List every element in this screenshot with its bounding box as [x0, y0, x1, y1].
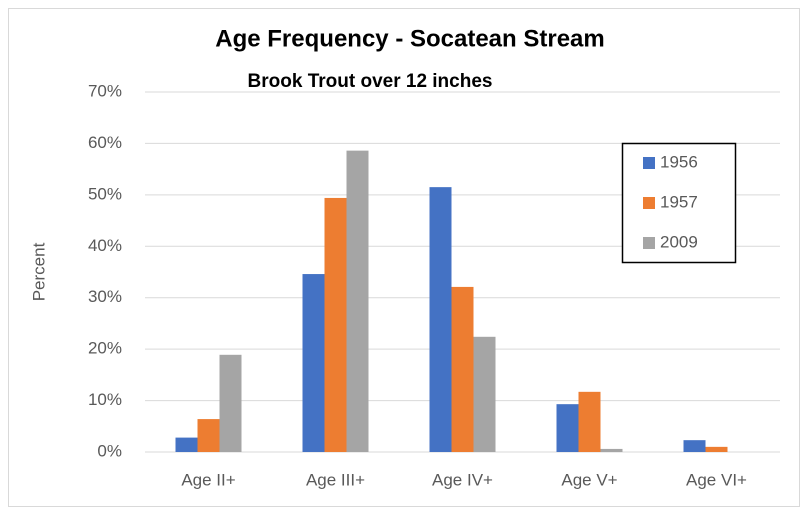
y-tick-label: 40% — [88, 236, 122, 255]
y-tick-label: 60% — [88, 133, 122, 152]
y-tick-label: 10% — [88, 390, 122, 409]
bar — [175, 437, 198, 452]
bar — [429, 187, 452, 452]
chart-subtitle: Brook Trout over 12 inches — [248, 71, 493, 92]
x-tick-label: Age III+ — [306, 470, 365, 489]
bar — [346, 150, 369, 452]
x-tick-label: Age II+ — [181, 470, 235, 489]
y-tick-label: 20% — [88, 339, 122, 358]
bar — [473, 336, 496, 452]
bar — [578, 391, 601, 452]
chart-title: Age Frequency - Socatean Stream — [215, 25, 604, 52]
y-tick-label: 50% — [88, 184, 122, 203]
legend-swatch — [643, 197, 655, 209]
legend-swatch — [643, 157, 655, 169]
x-tick-label: Age V+ — [561, 470, 617, 489]
bar — [302, 274, 325, 452]
bar — [600, 448, 623, 452]
bar — [197, 419, 220, 452]
x-tick-label: Age VI+ — [686, 470, 747, 489]
y-tick-label: 30% — [88, 287, 122, 306]
bar — [705, 446, 728, 452]
legend-box — [621, 142, 737, 264]
legend-label: 1956 — [660, 152, 698, 171]
legend-label: 1957 — [660, 192, 698, 211]
y-tick-label: 70% — [88, 81, 122, 100]
bar — [451, 286, 474, 452]
x-tick-label: Age IV+ — [432, 470, 493, 489]
legend-label: 2009 — [660, 232, 698, 251]
bar — [556, 404, 579, 452]
bar — [219, 354, 242, 452]
bar — [324, 197, 347, 452]
y-axis-label: Percent — [29, 242, 48, 301]
y-tick-label: 0% — [97, 441, 122, 460]
bar — [683, 440, 706, 452]
legend-swatch — [643, 237, 655, 249]
